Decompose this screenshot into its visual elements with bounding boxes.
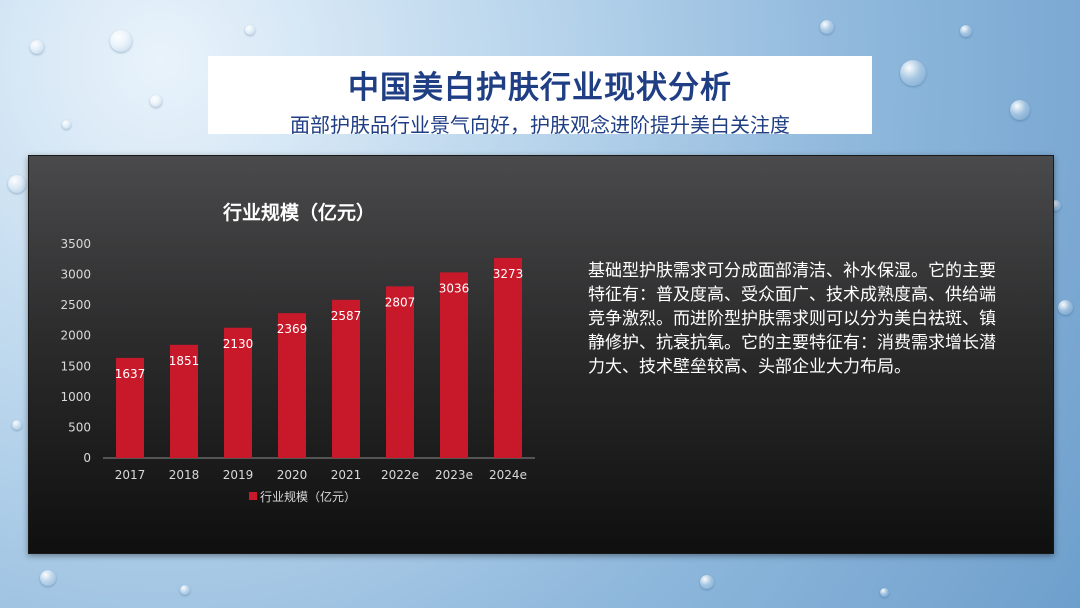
bar	[170, 344, 198, 458]
y-tick-label: 1000	[60, 390, 91, 404]
bar-chart: 行业规模（亿元） 0 500 1000 1500 2000 2500 3000 3500 1637…	[60, 201, 535, 504]
bar	[278, 313, 306, 458]
chart-title: 行业规模（亿元）	[222, 201, 375, 224]
bar	[116, 357, 144, 458]
y-tick-label: 500	[68, 420, 91, 434]
legend-swatch	[249, 492, 257, 500]
x-tick-label: 2018	[169, 468, 200, 482]
bar	[332, 299, 360, 458]
bar	[440, 272, 468, 458]
data-label: 3036	[439, 281, 470, 295]
data-label: 2807	[385, 295, 416, 309]
x-tick-label: 2017	[115, 468, 146, 482]
x-tick-label: 2019	[223, 468, 254, 482]
y-tick-label: 3000	[60, 268, 91, 282]
data-label: 2369	[277, 322, 308, 336]
x-tick-label: 2022e	[381, 468, 419, 482]
y-tick-label: 2000	[60, 329, 91, 343]
data-label: 1637	[115, 367, 146, 381]
data-label: 1851	[169, 354, 200, 368]
page-title: 中国美白护肤行业现状分析	[348, 70, 732, 106]
content-panel: 行业规模（亿元） 0 500 1000 1500 2000 2500 3000 3500 1637…	[28, 155, 1054, 554]
page-subtitle: 面部护肤品行业景气向好，护肤观念进阶提升美白关注度	[290, 113, 790, 137]
bar	[494, 257, 522, 458]
data-label: 2130	[223, 337, 254, 351]
bar	[386, 286, 414, 458]
x-tick-label: 2021	[331, 468, 362, 482]
data-label: 3273	[493, 267, 524, 281]
title-banner: 中国美白护肤行业现状分析 面部护肤品行业景气向好，护肤观念进阶提升美白关注度	[208, 56, 872, 137]
description-text: 基础型护肤需求可分成面部清洁、补水保湿。它的主要特征有：普及度高、受众面广、技术…	[588, 261, 996, 377]
x-tick-label: 2023e	[435, 468, 473, 482]
legend-label: 行业规模（亿元）	[260, 489, 356, 504]
data-label: 2587	[331, 309, 362, 323]
y-tick-label: 1500	[60, 359, 91, 373]
y-tick-label: 0	[83, 451, 91, 465]
y-tick-label: 3500	[60, 237, 91, 251]
y-tick-label: 2500	[60, 298, 91, 312]
x-tick-label: 2024e	[489, 468, 527, 482]
x-tick-label: 2020	[277, 468, 308, 482]
bar	[224, 327, 252, 458]
